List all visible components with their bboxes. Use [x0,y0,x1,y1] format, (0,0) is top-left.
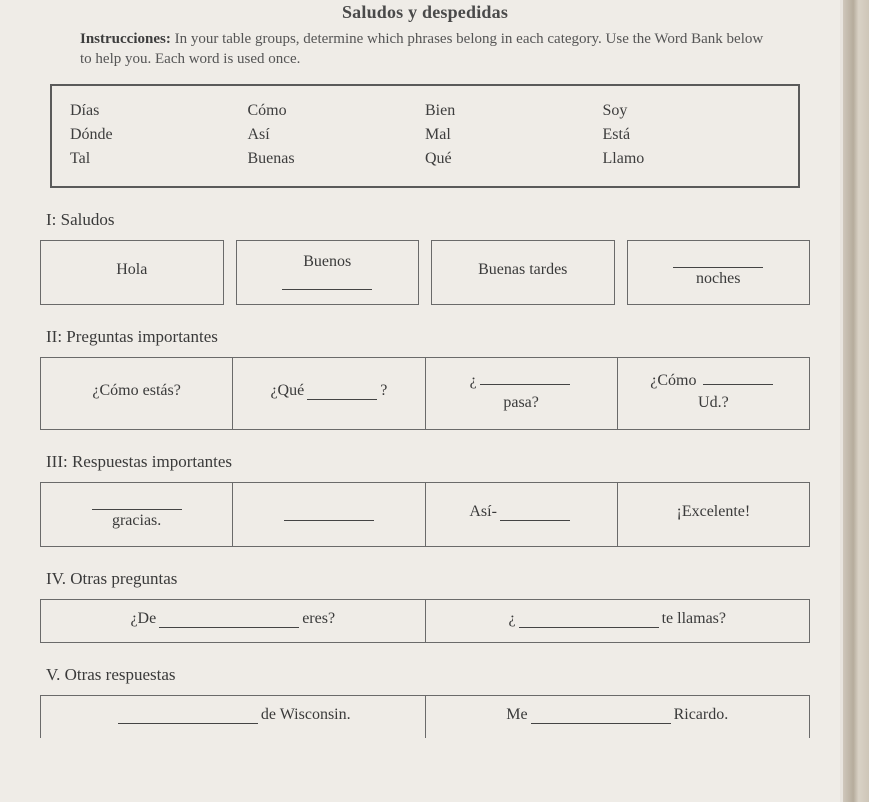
section-heading-5: V. Otras respuestas [46,665,810,685]
wordbank-cell: Dónde [70,126,248,144]
wordbank-cell: Está [603,126,781,144]
fill-blank[interactable] [282,273,372,290]
wordbank-cell: Cómo [248,102,426,120]
cell-text: gracias. [112,510,161,532]
instructions: Instrucciones: In your table groups, det… [80,29,770,70]
cell-text: ¿ [470,372,477,389]
cell-text: pasa? [503,392,539,414]
fill-blank[interactable] [118,707,258,724]
wordbank-cell: Mal [425,126,603,144]
fill-blank[interactable] [159,611,299,628]
section-heading-3: III: Respuestas importantes [46,452,810,472]
fill-blank[interactable] [703,368,773,385]
cell-text: Ud.? [698,392,729,414]
wordbank-cell: Así [248,126,426,144]
instructions-text: In your table groups, determine which ph… [80,31,763,67]
cell-text: ¿ [508,610,515,628]
cell-que: ¿Qué ? [233,358,425,429]
wordbank-row: Dónde Así Mal Está [70,126,780,144]
cell-text: ¿Cómo estás? [92,382,180,400]
cell-text: Ricardo. [674,706,729,724]
wordbank-row: Tal Buenas Qué Llamo [70,150,780,168]
cell-text: Buenas tardes [478,261,567,279]
section-2-grid: ¿Cómo estás? ¿Qué ? ¿ pasa? ¿Cómo Ud.? [40,357,810,430]
cell-como-ud: ¿Cómo Ud.? [618,358,809,429]
wordbank-row: Días Cómo Bien Soy [70,102,780,120]
cell-text: ¿De [130,610,156,628]
cell-text: eres? [302,610,335,628]
cell-hola: Hola [40,240,224,305]
cell-text: noches [696,268,740,290]
cell-text: te llamas? [662,610,726,628]
section-5-grid: de Wisconsin. Me Ricardo. [40,695,810,738]
word-bank: Días Cómo Bien Soy Dónde Así Mal Está Ta… [50,84,800,188]
cell-text: Hola [116,261,147,279]
wordbank-cell: Buenas [248,150,426,168]
cell-gracias: gracias. [41,483,233,546]
section-heading-2: II: Preguntas importantes [46,327,810,347]
section-heading-4: IV. Otras preguntas [46,569,810,589]
cell-text: Me [506,706,527,724]
section-heading-1: I: Saludos [46,210,810,230]
cell-blank [233,483,425,546]
cell-como-estas: ¿Cómo estás? [41,358,233,429]
section-4-grid: ¿De eres? ¿ te llamas? [40,599,810,643]
fill-blank[interactable] [92,493,182,510]
section-3-grid: gracias. Así- ¡Excelente! [40,482,810,547]
fill-blank[interactable] [519,611,659,628]
cell-noches: noches [627,240,811,305]
wordbank-cell: Días [70,102,248,120]
fill-blank[interactable] [673,251,763,268]
cell-excelente: ¡Excelente! [618,483,809,546]
cell-buenos: Buenos [236,240,420,305]
wordbank-cell: Qué [425,150,603,168]
fill-blank[interactable] [284,504,374,521]
wordbank-cell: Bien [425,102,603,120]
cell-ricardo: Me Ricardo. [426,696,810,738]
page-edge [843,0,869,802]
cell-de-eres: ¿De eres? [41,600,426,642]
wordbank-cell: Llamo [603,150,781,168]
cell-text: Así- [469,503,497,521]
wordbank-cell: Soy [603,102,781,120]
section-1-grid: Hola Buenos Buenas tardes noches [40,240,810,305]
cell-te-llamas: ¿ te llamas? [426,600,810,642]
cell-buenas-tardes: Buenas tardes [431,240,615,305]
cell-pasa: ¿ pasa? [426,358,618,429]
cell-text: ¿Qué [270,382,304,400]
fill-blank[interactable] [480,368,570,385]
fill-blank[interactable] [500,504,570,521]
cell-wisconsin: de Wisconsin. [41,696,426,738]
cell-text: ¿Cómo [650,372,700,389]
cell-text: ? [380,382,387,400]
worksheet-page: { "title": "Saludos y despedidas", "inst… [0,0,840,802]
fill-blank[interactable] [307,383,377,400]
cell-asi: Así- [426,483,618,546]
wordbank-cell: Tal [70,150,248,168]
cell-text: ¡Excelente! [677,503,751,521]
cell-text: Buenos [303,251,351,273]
cell-text: de Wisconsin. [261,706,351,724]
fill-blank[interactable] [531,707,671,724]
worksheet-title: Saludos y despedidas [40,0,810,23]
instructions-label: Instrucciones: [80,31,171,47]
